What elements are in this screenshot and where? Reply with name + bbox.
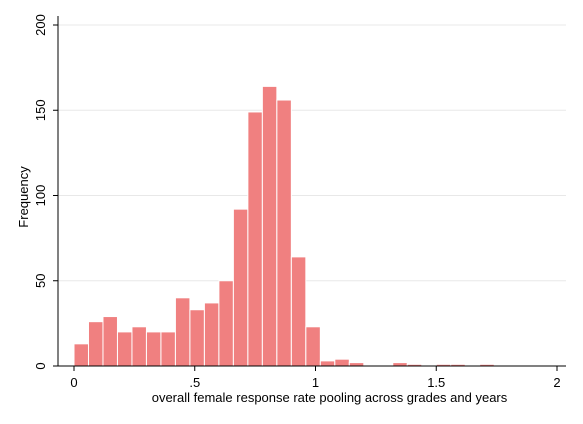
axes: 0 .5 1 1.5 2 0 50 100 150 200 [33,14,566,390]
histogram-bar [203,302,220,367]
x-tick-label: 0 [70,375,77,390]
histogram-bar [334,358,350,367]
y-tick-label: 150 [33,99,48,121]
histogram-bar [73,343,89,367]
histogram-bar [319,360,336,367]
grid-lines [58,24,566,282]
histogram-bar [145,331,162,367]
histogram-bar [232,208,249,367]
histogram-bar [189,309,205,367]
histogram-bar [348,362,365,367]
histogram-bar [160,331,176,367]
x-tick-label: 1.5 [427,375,445,390]
histogram-bar [261,85,278,367]
histogram-bar [131,326,147,367]
y-tick-label: 200 [33,14,48,36]
histogram-bar [247,111,263,367]
x-axis-title: overall female response rate pooling acr… [152,390,508,405]
histogram-bar [305,326,321,367]
histogram-bar [290,256,307,367]
y-axis-title: Frequency [16,166,31,228]
x-tick-label: .5 [189,375,200,390]
histogram-bars [73,85,495,367]
histogram-bar [116,331,133,367]
y-tick-label: 100 [33,185,48,207]
histogram-bar [392,362,408,367]
histogram-bar [276,99,292,367]
histogram-bar [102,316,118,367]
x-tick-label: 1 [312,375,319,390]
y-tick-label: 0 [33,362,48,369]
histogram-bar [218,280,234,367]
histogram-bar [174,297,191,367]
y-tick-label: 50 [33,274,48,288]
histogram-bar [87,321,104,367]
x-tick-label: 2 [553,375,560,390]
